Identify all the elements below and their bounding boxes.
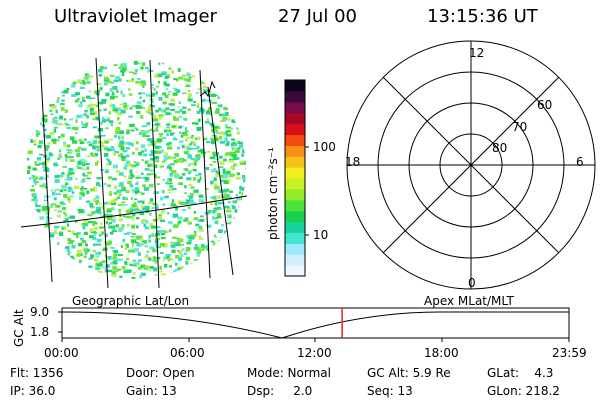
- polar-grid: [346, 40, 596, 290]
- mlat-label-70: 70: [512, 120, 528, 134]
- glat-value: GLat: 4.3: [487, 366, 554, 380]
- colorbar: [285, 80, 305, 277]
- colorbar-band: [285, 123, 305, 136]
- colorbar-band: [285, 254, 305, 266]
- auroral-emission-pixels: [26, 60, 246, 279]
- colorbar-tick-label-10: 10: [313, 228, 329, 242]
- colorbar-band: [285, 167, 305, 179]
- observation-time: 13:15:36 UT: [427, 6, 538, 27]
- apex-label: Apex MLat/MLT: [424, 294, 514, 308]
- colorbar-tick-label-100: 100: [313, 140, 336, 154]
- time-axis-ticks: [61, 338, 570, 342]
- flight-number: Flt: 1356: [10, 366, 64, 380]
- colorbar-unit-label: photon cm⁻²s⁻¹: [266, 147, 280, 240]
- colorbar-band: [285, 265, 305, 277]
- xtick-00: 00:00: [44, 346, 79, 360]
- mlat-label-60: 60: [537, 98, 553, 112]
- mlt-label-12: 12: [469, 46, 485, 60]
- orbit-altitude-curve: [61, 311, 569, 339]
- colorbar-band: [285, 134, 305, 146]
- colorbar-band: [285, 80, 305, 92]
- sequence-value: Seq: 13: [367, 384, 413, 398]
- xtick-06: 06:00: [170, 346, 205, 360]
- colorbar-band: [285, 145, 305, 157]
- door-status: Door: Open: [126, 366, 195, 380]
- colorbar-band: [285, 243, 305, 255]
- dsp-value: Dsp: 2.0: [247, 384, 313, 398]
- colorbar-band: [285, 188, 305, 201]
- polar-diagonal-b: [382, 76, 560, 254]
- colorbar-frame: [284, 79, 306, 277]
- gain-value: Gain: 13: [126, 384, 177, 398]
- geographic-grid-lines: [20, 55, 248, 289]
- gc-alt-axis-label: GC Alt: [12, 309, 26, 347]
- instrument-title: Ultraviolet Imager: [54, 6, 217, 27]
- mlt-label-18: 18: [345, 155, 361, 169]
- colorbar-band: [285, 210, 305, 223]
- xtick-18: 18:00: [424, 346, 459, 360]
- gc-alt-value: GC Alt: 5.9 Re: [367, 366, 451, 380]
- colorbar-band: [285, 178, 305, 190]
- mlt-label-0: 0: [468, 276, 476, 290]
- ytick-label-9: 9.0: [30, 305, 50, 319]
- coastline-outline: [199, 80, 216, 98]
- mlt-label-6: 6: [576, 155, 584, 169]
- colorbar-band: [285, 90, 305, 103]
- colorbar-band: [285, 112, 305, 125]
- mode-value: Mode: Normal: [247, 366, 331, 380]
- colorbar-band: [285, 199, 305, 212]
- colorbar-band: [285, 232, 305, 244]
- ip-value: IP: 36.0: [10, 384, 56, 398]
- colorbar-band: [285, 156, 305, 168]
- ytick-label-1-8: 1.8: [30, 325, 50, 339]
- glon-value: GLon: 218.2: [487, 384, 560, 398]
- mlat-label-80: 80: [492, 141, 508, 155]
- colorbar-band: [285, 221, 305, 234]
- xtick-12: 12:00: [297, 346, 332, 360]
- colorbar-band: [285, 101, 305, 114]
- xtick-2359: 23:59: [552, 346, 587, 360]
- geographic-label: Geographic Lat/Lon: [72, 294, 190, 308]
- observation-date: 27 Jul 00: [278, 6, 357, 27]
